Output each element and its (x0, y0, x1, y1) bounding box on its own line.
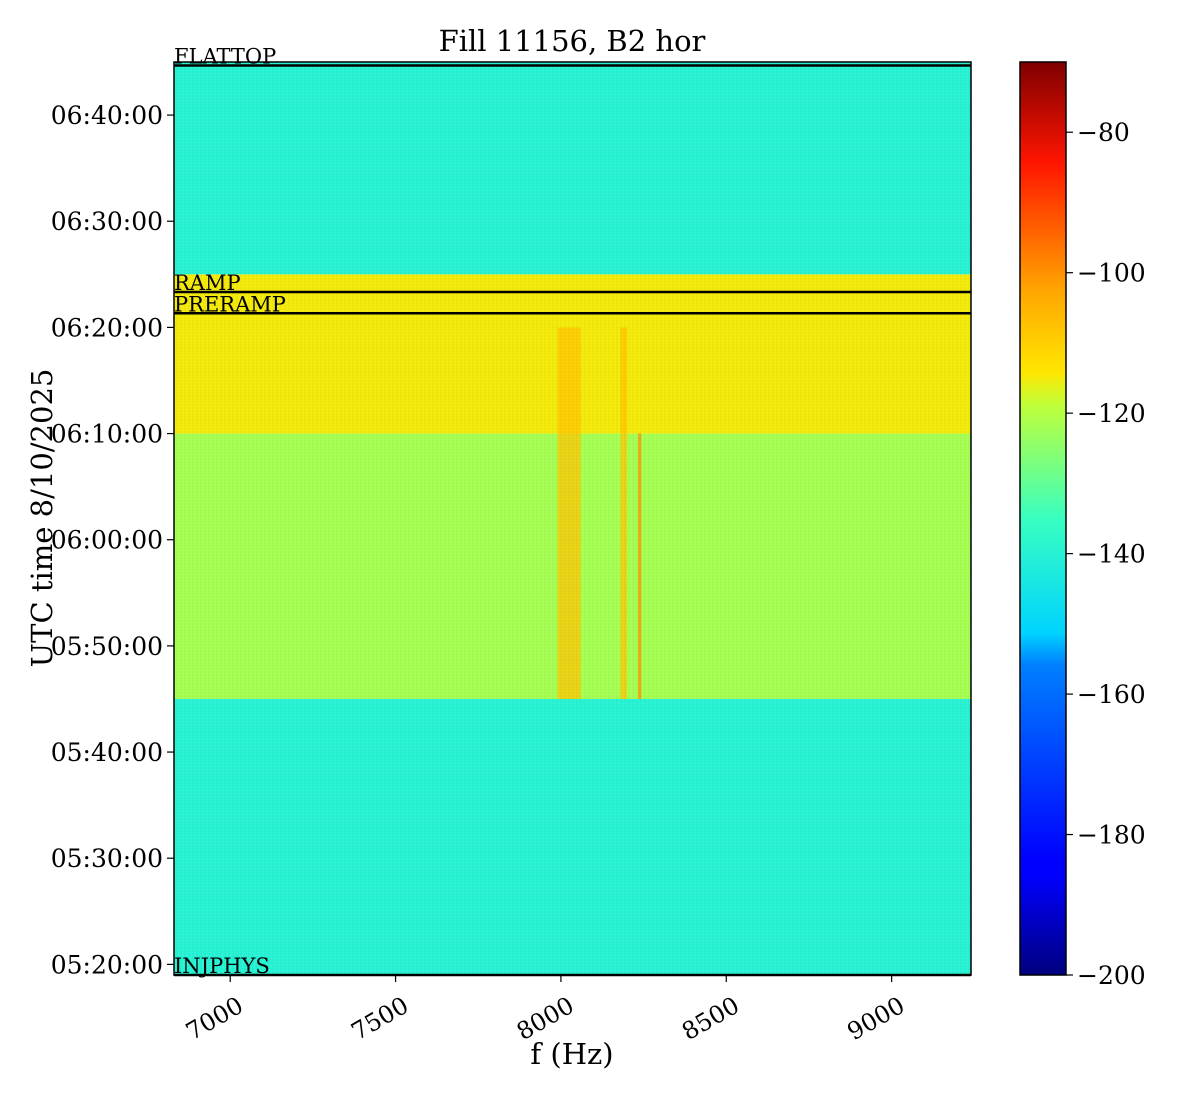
x-tick-label: 7500 (346, 991, 413, 1046)
x-tick-label: 7000 (181, 991, 248, 1046)
x-axis-label: f (Hz) (530, 1037, 613, 1071)
x-tick-label: 9000 (843, 991, 910, 1046)
y-tick-label: 05:20:00 (51, 950, 163, 979)
x-tick-label: 8500 (677, 991, 744, 1046)
y-tick-label: 05:50:00 (51, 632, 163, 661)
colorbar-tick-label: −140 (1077, 540, 1146, 569)
y-tick-label: 06:10:00 (51, 420, 163, 449)
y-tick-label: 05:30:00 (51, 844, 163, 873)
y-tick-label: 06:00:00 (51, 526, 163, 555)
chart-title: Fill 11156, B2 hor (439, 24, 706, 58)
colorbar-tick-label: −100 (1077, 259, 1146, 288)
colorbar-tick-label: −200 (1077, 961, 1146, 990)
colorbar-tick-label: −180 (1077, 821, 1146, 850)
y-tick-label: 06:20:00 (51, 313, 163, 342)
event-marker-label: INJPHYS (174, 954, 270, 978)
y-tick-label: 05:40:00 (51, 738, 163, 767)
colorbar-tick-label: −160 (1077, 680, 1146, 709)
heatmap-texture (174, 62, 971, 975)
x-axis: 7000 7500 8000 8500 9000 (181, 975, 909, 1046)
y-tick-label: 06:30:00 (51, 207, 163, 236)
y-tick-label: 06:40:00 (51, 101, 163, 130)
event-marker-label: FLATTOP (174, 45, 276, 69)
colorbar-tick-label: −120 (1077, 399, 1146, 428)
colorbar-axis: −80 −100 −120 −140 −160 −180 −200 (1066, 118, 1146, 990)
y-axis-label: UTC time 8/10/2025 (25, 369, 59, 668)
colorbar (1019, 61, 1067, 976)
event-marker-label: PRERAMP (174, 292, 286, 316)
colorbar-tick-label: −80 (1077, 118, 1130, 147)
plot-frame (173, 61, 972, 976)
heatmap-area (174, 62, 971, 975)
event-marker-label: RAMP (174, 271, 241, 295)
y-axis: 05:20:00 05:30:00 05:40:00 05:50:00 06:00:00… (51, 101, 174, 979)
